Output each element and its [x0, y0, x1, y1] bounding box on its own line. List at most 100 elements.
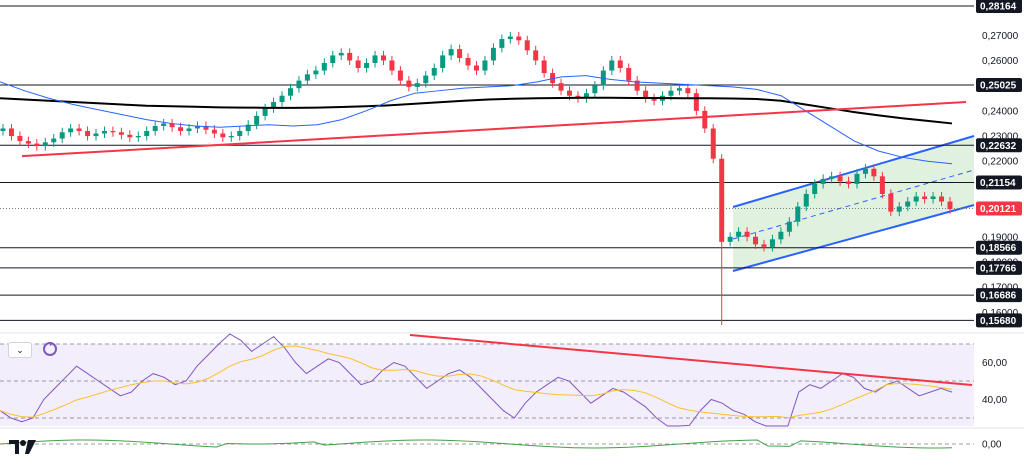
candle: [304, 74, 310, 81]
candle: [905, 201, 911, 207]
level-badge: [976, 0, 1022, 13]
candle: [34, 143, 40, 147]
candle: [220, 133, 226, 138]
price-axis[interactable]: 0,27000 0,26000 0,24000 0,23000 0,22000 0,190…: [982, 31, 1019, 319]
candle: [879, 176, 885, 194]
level-badge-label: 0,15680: [980, 316, 1017, 327]
candle: [152, 125, 158, 131]
candle: [203, 125, 209, 130]
candle: [896, 206, 902, 212]
candle: [744, 231, 750, 237]
candle: [211, 129, 217, 134]
candle: [287, 88, 293, 96]
channel-lower: [732, 204, 975, 272]
level-badge-label: 0,16686: [980, 291, 1017, 302]
candle: [727, 236, 733, 242]
candle: [364, 62, 370, 69]
candle: [161, 123, 167, 126]
candle: [144, 130, 150, 137]
candle: [406, 80, 412, 87]
chevron-down-icon: ⌄: [16, 345, 24, 355]
rsi-tick-label: 60,00: [982, 358, 1007, 369]
candle: [583, 93, 589, 99]
current-price-label: 0,20121: [980, 204, 1017, 215]
candle: [634, 80, 640, 91]
candle: [8, 128, 14, 137]
candle: [245, 124, 251, 131]
candle: [592, 85, 598, 94]
indicator-lines: [0, 75, 967, 165]
candle: [93, 133, 99, 137]
level-badge: [976, 288, 1022, 303]
regression-channel: [732, 135, 975, 272]
candle: [795, 206, 801, 222]
level-badge: [976, 138, 1022, 153]
candle: [397, 70, 403, 81]
candle: [389, 60, 395, 71]
candle: [0, 128, 6, 131]
candle: [178, 127, 184, 131]
candle: [888, 193, 894, 212]
tradingview-logo-icon: [9, 440, 36, 454]
candle: [643, 90, 649, 99]
candle: [702, 110, 708, 129]
oscillator-indicator: [0, 439, 953, 449]
rsi-line: [0, 333, 953, 427]
level-badges: 0,28164 0,25025 0,22632 0,21154 0,18566 0,177…: [976, 0, 1022, 328]
candle: [380, 55, 386, 61]
price-tick-label: 0,19000: [982, 232, 1019, 243]
candle: [778, 231, 784, 240]
level-badge-label: 0,18566: [980, 243, 1017, 254]
level-badge-label: 0,21154: [980, 178, 1016, 189]
refresh-icon[interactable]: [42, 341, 58, 357]
candle: [693, 93, 699, 111]
candle: [753, 236, 759, 245]
collapse-button[interactable]: ⌄: [8, 342, 32, 358]
level-badge: [976, 240, 1022, 255]
candle: [516, 36, 522, 41]
candle: [719, 158, 725, 242]
candle: [812, 183, 818, 194]
price-tick-label: 0,24000: [982, 106, 1019, 117]
candle: [169, 123, 175, 128]
candle: [465, 57, 471, 66]
candle: [372, 55, 378, 63]
candle: [330, 55, 336, 63]
candle: [101, 130, 107, 134]
candle: [110, 130, 116, 133]
candle: [922, 196, 928, 200]
candle: [769, 239, 775, 247]
candle: [313, 70, 319, 75]
candle: [541, 60, 547, 74]
candle: [279, 95, 285, 103]
candle: [423, 75, 429, 84]
candle: [440, 55, 446, 69]
candle: [507, 36, 513, 40]
candle: [296, 80, 302, 89]
level-badge: [976, 260, 1022, 275]
price-tick-label: 0,23000: [982, 132, 1019, 143]
channel-fill: [733, 136, 974, 271]
candle: [871, 168, 877, 177]
oscillator-line: [0, 439, 953, 449]
candle: [846, 181, 852, 184]
candle: [761, 244, 767, 247]
candle: [194, 125, 200, 129]
candle: [626, 68, 632, 81]
candle: [490, 47, 496, 61]
candle: [786, 221, 792, 232]
candle: [118, 132, 124, 135]
candle: [736, 231, 742, 237]
candle: [76, 128, 82, 131]
candle: [651, 98, 657, 101]
candle: [567, 90, 573, 96]
candle: [482, 60, 488, 71]
candle: [321, 62, 327, 71]
level-badge-label: 0,25025: [980, 81, 1017, 92]
price-tick-label: 0,26000: [982, 56, 1019, 67]
candle: [939, 196, 945, 202]
rsi-trendline: [409, 334, 973, 386]
candle: [25, 141, 31, 144]
rsi-axis: 60,00 40,00 0,00: [982, 358, 1007, 451]
